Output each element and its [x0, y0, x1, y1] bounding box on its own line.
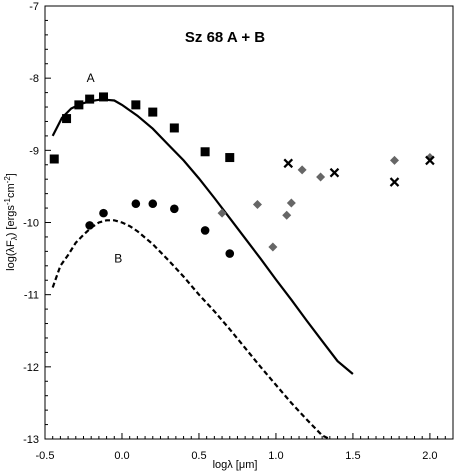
- data-point-circle: [99, 208, 108, 218]
- data-point-diamond: [282, 210, 292, 220]
- data-point-diamond: [297, 165, 307, 175]
- model-curve-a: [51, 98, 354, 375]
- y-tick-label: -9: [29, 145, 39, 157]
- data-point-diamond: [425, 153, 435, 163]
- x-tick-label: 0.5: [191, 450, 206, 462]
- y-tick-label: -8: [29, 73, 39, 85]
- data-point-square: [169, 123, 179, 133]
- x-axis: -0.5 0.0 0.5 1.0 1.5 2.0: [36, 433, 446, 462]
- data-point-square: [131, 100, 141, 110]
- data-point-circle: [170, 204, 179, 214]
- data-point-square: [74, 100, 84, 110]
- y-axis: -13 -12 -11 -10 -9 -8 -7: [23, 1, 51, 446]
- data-point-x: [389, 177, 400, 187]
- annotation-b: B: [114, 252, 122, 266]
- data-point-diamond: [268, 242, 278, 252]
- data-point-circle: [131, 199, 141, 209]
- data-point-circle: [225, 249, 235, 258]
- data-point-diamond: [389, 155, 399, 165]
- x-axis-label: logλ [μm]: [213, 459, 258, 471]
- y-axis-label: log(λFλ) [ergs-1cm-2]: [3, 173, 19, 271]
- annotation-a: A: [87, 71, 95, 85]
- data-point-square: [225, 153, 235, 163]
- chart-title: Sz 68 A + B: [185, 29, 265, 46]
- data-point-x: [283, 158, 294, 169]
- y-tick-label: -11: [24, 290, 39, 302]
- data-point-square: [99, 92, 109, 102]
- data-point-diamond: [316, 172, 326, 182]
- plot-frame: [44, 5, 454, 440]
- data-point-x: [329, 167, 340, 178]
- data-points: [49, 92, 435, 258]
- data-point-square: [148, 107, 158, 117]
- x-tick-label: 1.5: [345, 450, 360, 462]
- data-point-circle: [200, 226, 210, 235]
- data-point-circle: [148, 199, 158, 209]
- model-curve-b: [51, 219, 331, 440]
- data-point-square: [62, 114, 72, 124]
- data-point-diamond: [217, 208, 227, 218]
- x-tick-label: 1.0: [268, 450, 283, 462]
- y-tick-label: -10: [23, 218, 39, 230]
- data-point-square: [49, 154, 59, 164]
- data-point-x: [425, 155, 435, 166]
- x-tick-label: 0.0: [114, 450, 129, 462]
- y-tick-label: -13: [23, 434, 39, 446]
- x-tick-label: -0.5: [36, 450, 55, 462]
- data-point-diamond: [286, 198, 296, 208]
- data-point-square: [200, 147, 210, 157]
- x-tick-label: 2.0: [422, 450, 437, 462]
- data-point-square: [85, 94, 95, 104]
- data-point-diamond: [252, 199, 262, 209]
- data-point-circle: [85, 221, 94, 230]
- y-tick-label: -7: [29, 1, 39, 13]
- y-tick-label: -12: [23, 362, 39, 374]
